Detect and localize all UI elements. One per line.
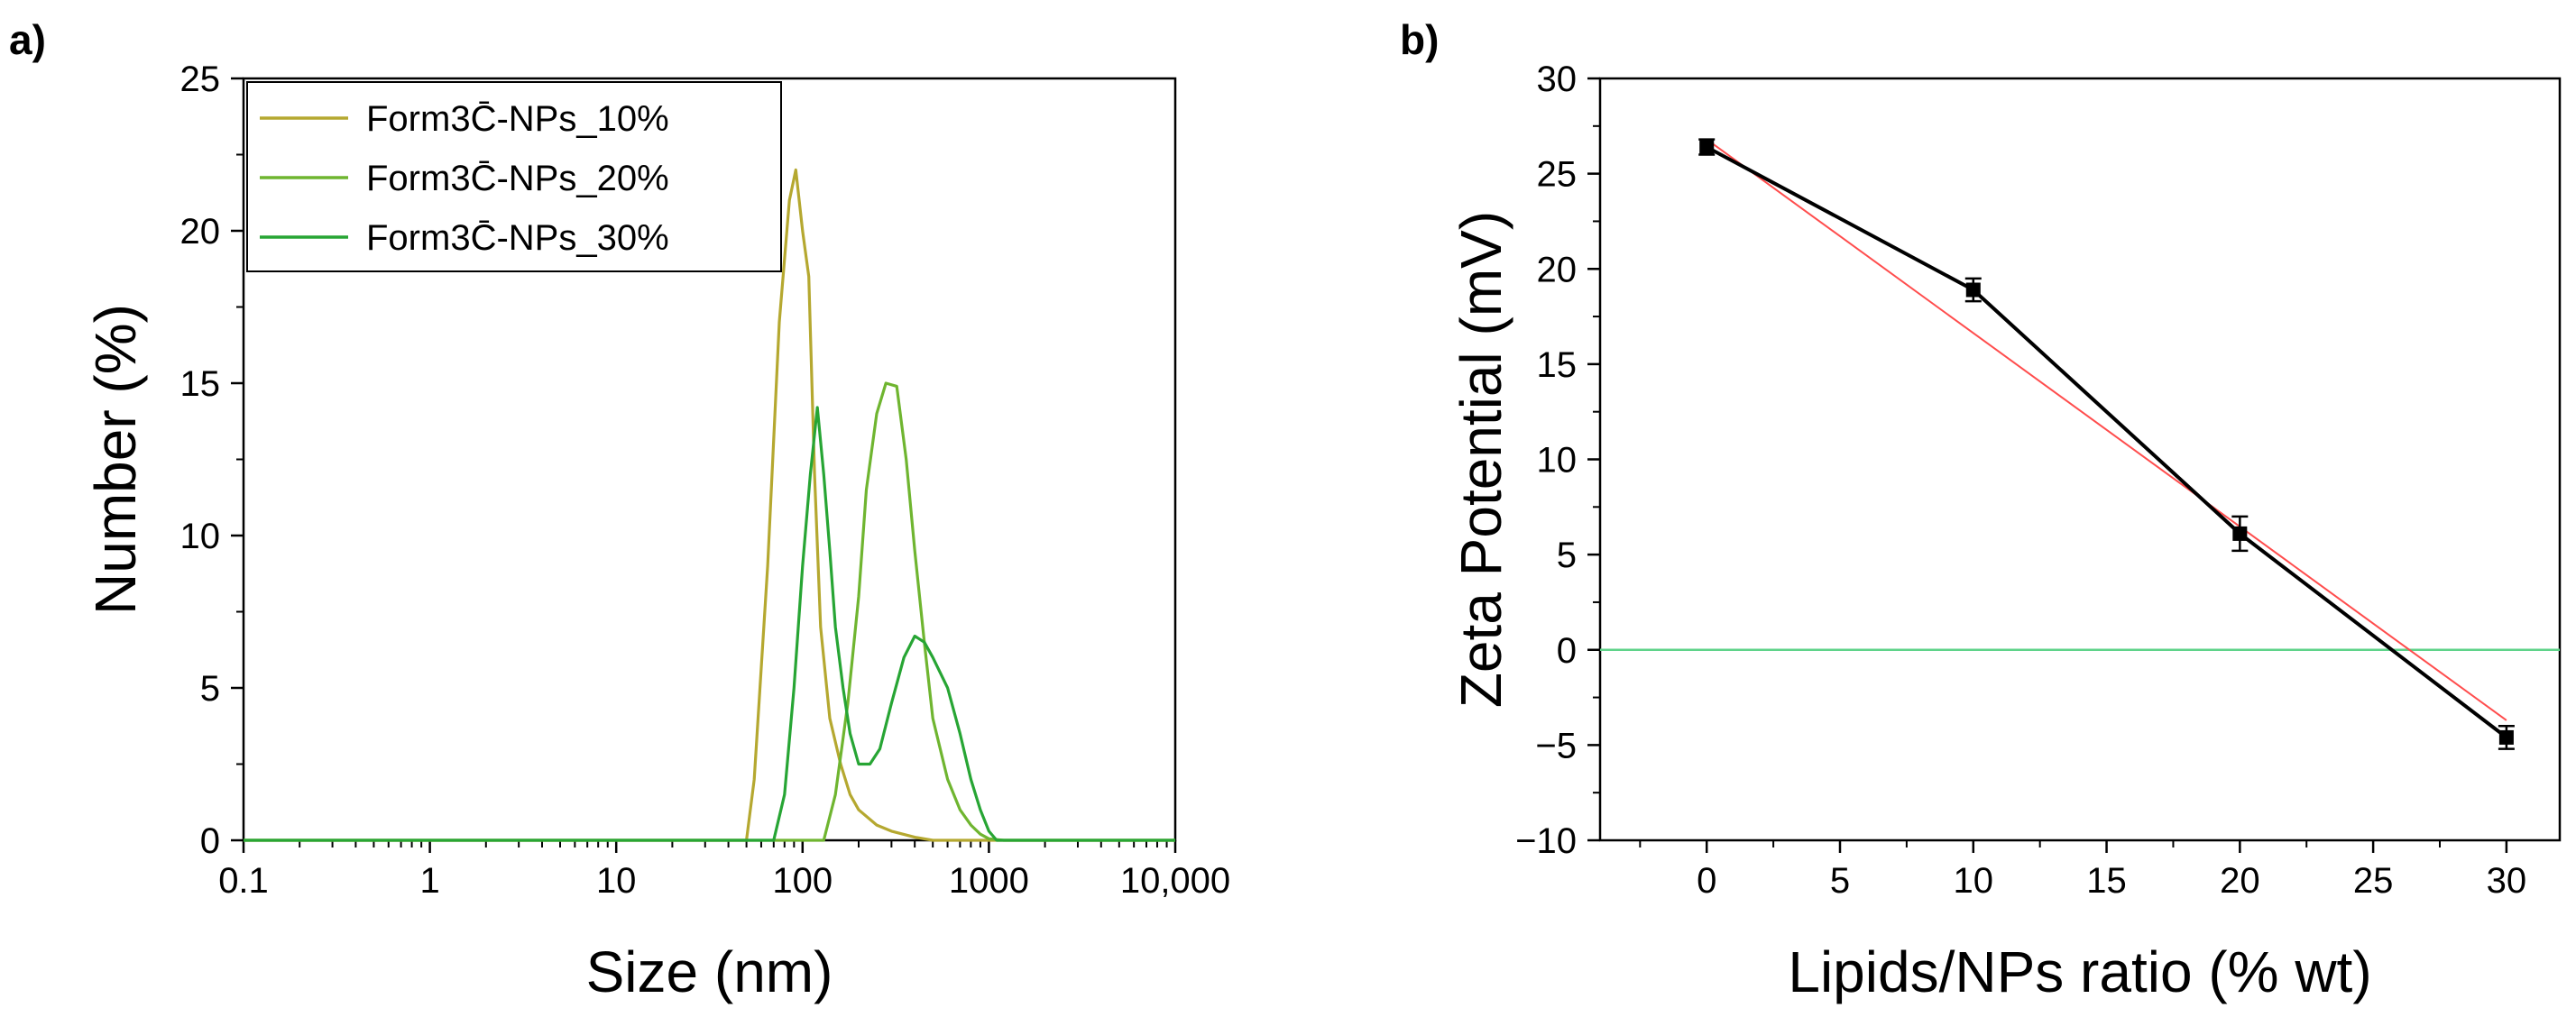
x-tick-label: 1000 [949,861,1029,901]
panel-b-label: b) [1400,16,1439,63]
y-tick-label: −5 [1535,726,1577,765]
x-axis-title: Size (nm) [586,939,833,1004]
legend-label-3: Form3C̄-NPs_30% [366,218,669,258]
x-tick-label: 0.1 [218,861,269,901]
y-tick-label: 10 [180,517,221,556]
y-tick-label: 25 [180,60,221,99]
data-point-marker [2498,729,2514,745]
y-tick-label: 30 [1537,60,1578,99]
x-tick-label: 25 [2353,861,2394,901]
panel-b: b) 0 5 10 15 20 25 30 −10 −5 0 5 10 15 20 25 30 Lipids/NP… [1400,16,2562,1004]
y-tick-label: 0 [200,821,220,861]
y-tick-label: 15 [1537,345,1578,385]
x-tick-label: 20 [2220,861,2260,901]
series-line-form3c-nps-30 [244,406,1175,842]
legend-label-1: Form3C̄-NPs_10% [366,99,669,139]
x-tick-label: 10 [1954,861,1994,901]
linear-fit-line [1706,138,2507,721]
x-tick-label: 15 [2086,861,2127,901]
y-tick-label: 25 [1537,155,1578,195]
series-line-form3c-nps-20 [244,381,1175,842]
series-line-form3c-nps-10 [244,168,1175,842]
x-tick-label: 30 [2487,861,2527,901]
y-tick-label: 5 [1557,536,1577,575]
legend-label-2: Form3C̄-NPs_20% [366,159,669,198]
x-tick-label: 10,000 [1120,861,1230,901]
y-tick-label: 10 [1537,441,1578,481]
panel-a: a) 0.1 1 10 100 1000 10,000 0 5 10 15 20 25 Size (nm)… [9,16,1230,1004]
zeta-connecting-line [1706,145,2508,739]
y-tick-label: 5 [200,669,220,709]
data-point-marker [2232,526,2248,541]
panel-b-plot-frame [1598,77,2562,842]
y-axis-title: Number (%) [83,304,148,615]
y-tick-label: 20 [1537,250,1578,289]
y-axis-title: Zeta Potential (mV) [1449,211,1513,708]
panel-a-label: a) [9,16,46,63]
data-point-marker [1699,140,1715,155]
x-tick-label: 100 [772,861,833,901]
y-tick-label: −10 [1515,821,1577,861]
y-tick-label: 15 [180,364,221,404]
x-tick-label: 5 [1830,861,1850,901]
y-tick-label: 20 [180,212,221,252]
x-tick-label: 0 [1697,861,1716,901]
x-tick-label: 1 [419,861,439,901]
x-tick-label: 10 [596,861,637,901]
y-tick-label: 0 [1557,631,1577,671]
x-axis-title: Lipids/NPs ratio (% wt) [1788,939,2371,1004]
data-point-marker [1965,282,1981,298]
